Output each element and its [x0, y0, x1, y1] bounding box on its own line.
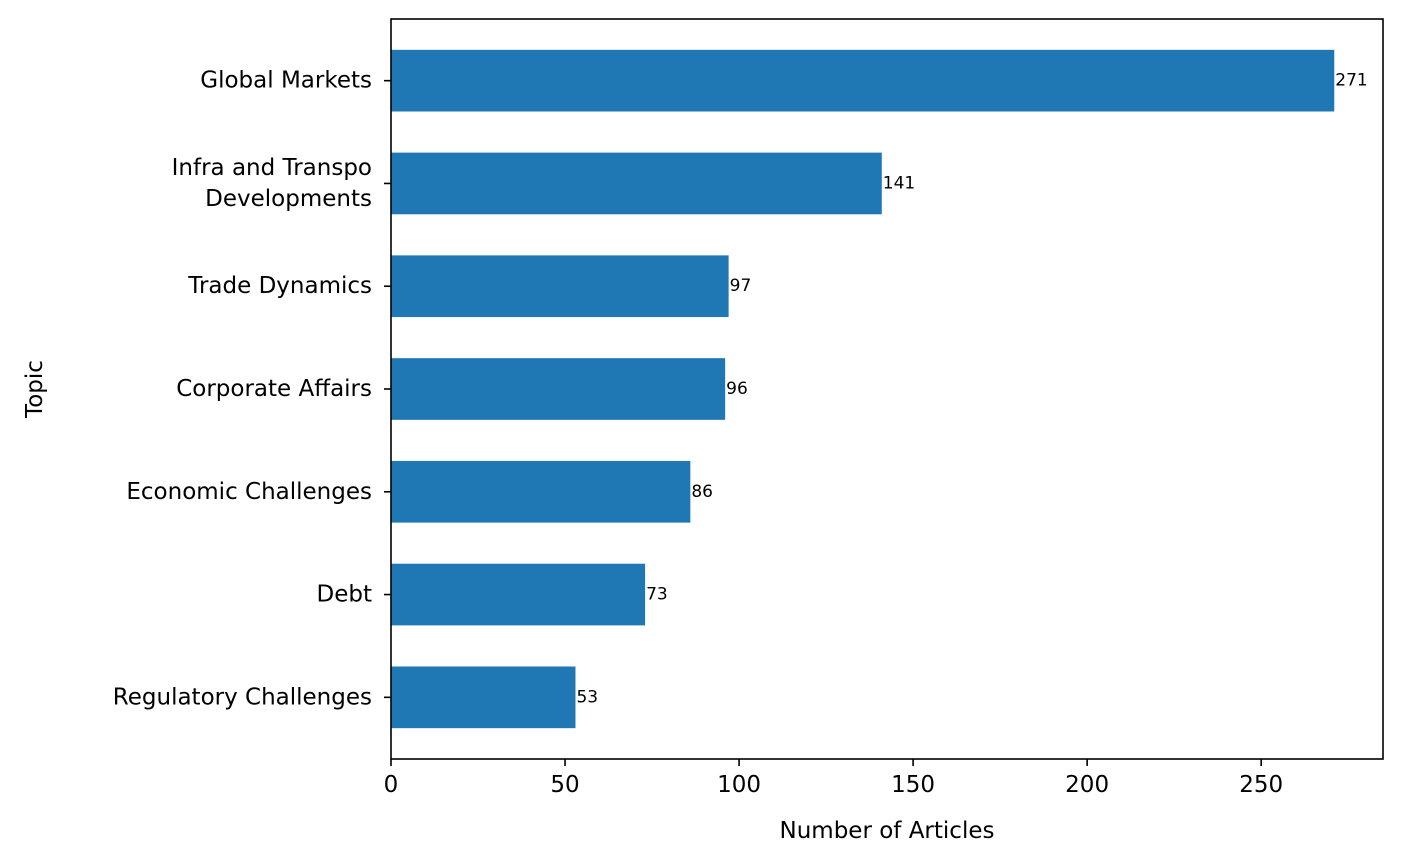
bar — [391, 49, 1335, 112]
x-tick-label: 100 — [717, 772, 761, 798]
y-tick-label-line: Developments — [205, 185, 372, 211]
y-tick-label-line: Corporate Affairs — [176, 376, 372, 402]
data-labels-group: 271 141 97 96 86 73 53 — [576, 71, 1367, 708]
y-axis-ticks: Global Markets Infra and Transpo Developme… — [113, 67, 391, 710]
y-axis-label: Topic — [22, 360, 48, 419]
x-tick-label: 200 — [1065, 772, 1109, 798]
bar — [391, 358, 726, 420]
bar — [391, 255, 729, 318]
bar-value-label: 271 — [1335, 71, 1367, 91]
y-tick-label: Debt — [317, 581, 372, 607]
y-tick-label: Regulatory Challenges — [113, 684, 372, 710]
bars-group — [391, 49, 1335, 729]
x-axis-label: Number of Articles — [780, 818, 995, 844]
y-tick-label: Corporate Affairs — [176, 376, 372, 402]
bar — [391, 666, 576, 729]
y-tick-label: Global Markets — [200, 67, 372, 93]
x-tick-label: 150 — [891, 772, 935, 798]
y-tick-label-line: Trade Dynamics — [187, 273, 372, 299]
bar-value-label: 96 — [726, 379, 748, 399]
bar — [391, 460, 691, 523]
y-tick-label: Trade Dynamics — [187, 273, 372, 299]
y-tick-label: Infra and Transpo Developments — [172, 154, 372, 211]
y-tick-label-line: Infra and Transpo — [172, 154, 372, 180]
y-tick-label-line: Regulatory Challenges — [113, 684, 372, 710]
bar-value-label: 97 — [730, 276, 752, 296]
y-tick-label-line: Debt — [317, 581, 372, 607]
bar-value-label: 141 — [883, 173, 915, 193]
x-axis-ticks: 0 50 100 150 200 250 — [384, 759, 1283, 798]
bar-value-label: 53 — [576, 687, 598, 707]
bar-value-label: 86 — [691, 482, 713, 502]
y-tick-label-line: Global Markets — [200, 67, 372, 93]
y-tick-label-line: Economic Challenges — [126, 478, 372, 504]
bar — [391, 152, 882, 215]
bar-value-label: 73 — [646, 585, 668, 605]
y-tick-label: Economic Challenges — [126, 478, 372, 504]
bar — [391, 563, 646, 626]
x-tick-label: 0 — [384, 772, 399, 798]
x-tick-label: 50 — [550, 772, 579, 798]
x-tick-label: 250 — [1239, 772, 1283, 798]
